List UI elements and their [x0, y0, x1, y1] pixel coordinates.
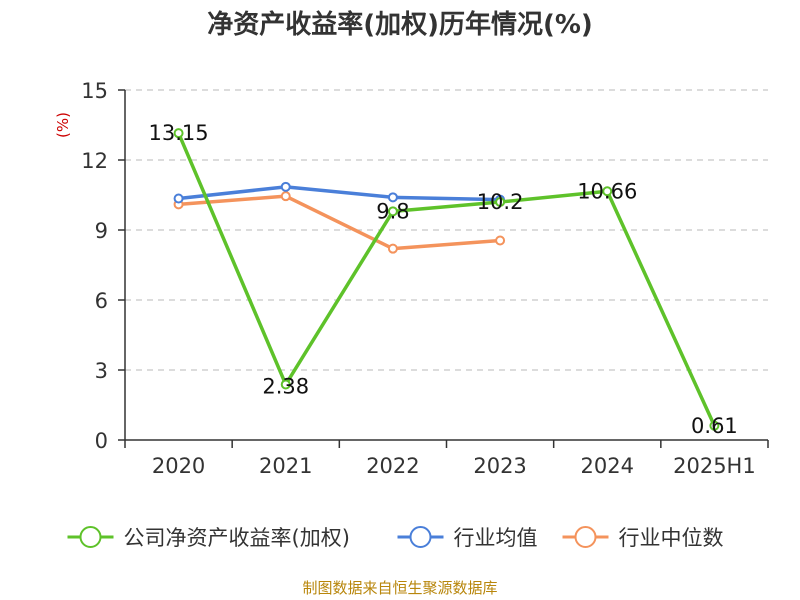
data-label: 9.8 [376, 199, 409, 223]
y-tick-label: 3 [95, 359, 108, 383]
data-point[interactable] [495, 197, 506, 207]
x-tick-label: 2022 [366, 454, 419, 478]
data-point[interactable] [280, 191, 291, 202]
y-tick-label: 12 [81, 149, 108, 173]
y-tick-label: 6 [95, 289, 108, 313]
gridlines [125, 89, 768, 371]
data-point[interactable] [280, 181, 291, 192]
data-point[interactable] [387, 243, 398, 254]
legend-marker [409, 526, 432, 548]
y-tick-label: 15 [81, 79, 108, 103]
series-layer [173, 128, 720, 431]
x-tick-label: 2024 [581, 454, 634, 478]
legend-marker [574, 526, 597, 548]
data-point[interactable] [495, 235, 506, 246]
legend[interactable]: 公司净资产收益率(加权) 行业均值 行业中位数 [67, 526, 724, 550]
series-line-2 [178, 194, 501, 251]
data-label: 10.66 [577, 179, 637, 203]
y-tick-label: 0 [95, 429, 108, 453]
series-line-0 [176, 132, 717, 427]
legend-item-2[interactable]: 行业中位数 [562, 526, 724, 550]
series-2 [173, 191, 506, 254]
data-point[interactable] [387, 206, 398, 217]
data-label: 0.61 [691, 414, 738, 438]
axes: 0 3 6 9 12 15 2020 2021 2022 2023 2024 2025H1 [81, 79, 769, 478]
data-point[interactable] [173, 128, 184, 139]
x-tick-label: 2020 [152, 454, 205, 478]
data-point[interactable] [280, 379, 291, 390]
data-point[interactable] [602, 186, 613, 197]
data-labels: 13.15 2.38 9.8 10.2 10.66 0.61 [149, 121, 738, 438]
data-label: 2.38 [262, 374, 309, 398]
data-point[interactable] [387, 192, 398, 203]
series-line-1 [178, 185, 501, 202]
x-tick-label: 2025H1 [673, 454, 756, 478]
legend-label: 行业均值 [454, 526, 538, 550]
legend-item-1[interactable]: 行业均值 [397, 526, 538, 550]
legend-label: 公司净资产收益率(加权) [124, 526, 350, 550]
x-tick-label: 2021 [259, 454, 312, 478]
y-axis-unit-label: (%) [54, 112, 72, 138]
data-point[interactable] [173, 193, 184, 204]
y-tick-label: 9 [95, 219, 108, 243]
legend-label: 行业中位数 [619, 526, 724, 550]
data-label: 10.2 [477, 190, 524, 214]
chart-title: 净资产收益率(加权)历年情况(%) [207, 9, 593, 40]
legend-marker [79, 526, 102, 548]
data-point[interactable] [709, 420, 720, 431]
data-label: 13.15 [149, 121, 209, 145]
series-0 [173, 128, 720, 431]
x-tick-label: 2023 [473, 454, 526, 478]
legend-item-0[interactable]: 公司净资产收益率(加权) [67, 526, 350, 550]
source-note: 制图数据来自恒生聚源数据库 [302, 579, 497, 597]
